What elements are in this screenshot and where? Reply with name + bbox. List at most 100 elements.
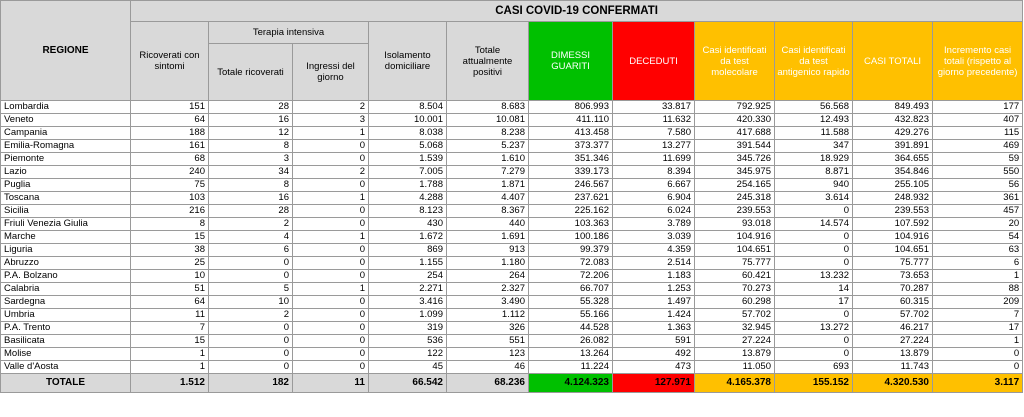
total-label: TOTALE bbox=[0, 373, 131, 393]
table-cell: 373.377 bbox=[528, 139, 613, 153]
table-cell: 104.916 bbox=[694, 230, 775, 244]
table-row: Sardegna 64 10 0 3.416 3.490 55.328 1.497 60.298… bbox=[0, 295, 1024, 309]
region-name-cell: P.A. Bolzano bbox=[0, 269, 131, 283]
table-cell: 1.155 bbox=[368, 256, 447, 270]
table-row: Emilia-Romagna 161 8 0 5.068 5.237 373.377 13.2… bbox=[0, 139, 1024, 153]
table-cell: 122 bbox=[368, 347, 447, 361]
terapia-intensiva-header: Terapia intensiva bbox=[208, 21, 369, 44]
table-cell: 413.458 bbox=[528, 126, 613, 140]
table-row: Basilicata 15 0 0 536 551 26.082 591 27.224 0 27.2… bbox=[0, 334, 1024, 348]
table-cell: 2 bbox=[208, 308, 293, 322]
table-cell: 806.993 bbox=[528, 100, 613, 114]
table-cell: 1.610 bbox=[446, 152, 529, 166]
table-cell: 1.112 bbox=[446, 308, 529, 322]
table-cell: 8.504 bbox=[368, 100, 447, 114]
table-cell: 1 bbox=[931, 334, 1024, 348]
table-cell: 361 bbox=[931, 191, 1024, 205]
table-cell: 0 bbox=[292, 204, 369, 218]
table-cell: 0 bbox=[292, 178, 369, 192]
table-cell: 51 bbox=[130, 282, 209, 296]
table-cell: 209 bbox=[931, 295, 1024, 309]
table-cell: 103.363 bbox=[528, 217, 613, 231]
table-cell: 3.789 bbox=[612, 217, 695, 231]
table-cell: 75.777 bbox=[852, 256, 933, 270]
table-cell: 13.272 bbox=[774, 321, 853, 335]
table-cell: 44.528 bbox=[528, 321, 613, 335]
table-cell: 1 bbox=[931, 269, 1024, 283]
table-cell: 5 bbox=[208, 282, 293, 296]
table-title: CASI COVID-19 CONFERMATI bbox=[129, 0, 1024, 22]
table-cell: 2.514 bbox=[612, 256, 695, 270]
table-cell: 93.018 bbox=[694, 217, 775, 231]
table-cell: 3 bbox=[292, 113, 369, 127]
table-cell: 248.932 bbox=[852, 191, 933, 205]
table-cell: 11 bbox=[130, 308, 209, 322]
table-cell: 364.655 bbox=[852, 152, 933, 166]
table-row: Umbria 11 2 0 1.099 1.112 55.166 1.424 57.702 0 57… bbox=[0, 308, 1024, 322]
table-cell: 13.879 bbox=[852, 347, 933, 361]
table-cell: 254.165 bbox=[694, 178, 775, 192]
table-cell: 1.672 bbox=[368, 230, 447, 244]
table-cell: 7.279 bbox=[446, 165, 529, 179]
table-cell: 1 bbox=[292, 191, 369, 205]
ingressi-header: Ingressi del giorno bbox=[292, 43, 369, 101]
table-cell: 5.237 bbox=[446, 139, 529, 153]
table-cell: 216 bbox=[130, 204, 209, 218]
region-name-cell: Liguria bbox=[0, 243, 131, 257]
table-cell: 28 bbox=[208, 204, 293, 218]
table-cell: 60.315 bbox=[852, 295, 933, 309]
antigenico-header: Casi identificati da test antigenico rap… bbox=[774, 21, 853, 101]
table-row: Puglia 75 8 0 1.788 1.871 246.567 6.667 254.165 9… bbox=[0, 178, 1024, 192]
table-cell: 55.328 bbox=[528, 295, 613, 309]
table-cell: 14 bbox=[774, 282, 853, 296]
region-name-cell: Puglia bbox=[0, 178, 131, 192]
table-cell: 1 bbox=[130, 347, 209, 361]
table-cell: 14.574 bbox=[774, 217, 853, 231]
total-cell: 68.236 bbox=[446, 373, 529, 393]
table-cell: 59 bbox=[931, 152, 1024, 166]
table-cell: 469 bbox=[931, 139, 1024, 153]
table-cell: 0 bbox=[208, 360, 293, 374]
table-cell: 591 bbox=[612, 334, 695, 348]
table-cell: 246.567 bbox=[528, 178, 613, 192]
isolamento-header: Isolamento domiciliare bbox=[368, 21, 447, 101]
table-cell: 0 bbox=[292, 295, 369, 309]
table-cell: 8 bbox=[130, 217, 209, 231]
region-name-cell: Emilia-Romagna bbox=[0, 139, 131, 153]
table-row: Toscana 103 16 1 4.288 4.407 237.621 6.904 245.3… bbox=[0, 191, 1024, 205]
table-cell: 0 bbox=[931, 360, 1024, 374]
table-cell: 0 bbox=[292, 256, 369, 270]
table-cell: 17 bbox=[774, 295, 853, 309]
table-cell: 12.493 bbox=[774, 113, 853, 127]
table-cell: 432.823 bbox=[852, 113, 933, 127]
table-cell: 0 bbox=[292, 321, 369, 335]
region-name-cell: Valle d'Aosta bbox=[0, 360, 131, 374]
table-row: Valle d'Aosta 1 0 0 45 46 11.224 473 11.050 693 11… bbox=[0, 360, 1024, 374]
region-name-cell: Toscana bbox=[0, 191, 131, 205]
region-name-cell: Sardegna bbox=[0, 295, 131, 309]
table-cell: 0 bbox=[208, 347, 293, 361]
table-cell: 0 bbox=[774, 334, 853, 348]
table-cell: 60.298 bbox=[694, 295, 775, 309]
table-cell: 1.099 bbox=[368, 308, 447, 322]
region-name-cell: Molise bbox=[0, 347, 131, 361]
table-cell: 4.359 bbox=[612, 243, 695, 257]
table-cell: 7.005 bbox=[368, 165, 447, 179]
table-cell: 1.183 bbox=[612, 269, 695, 283]
table-cell: 0 bbox=[292, 334, 369, 348]
total-cell: 155.152 bbox=[774, 373, 853, 393]
table-cell: 792.925 bbox=[694, 100, 775, 114]
table-cell: 536 bbox=[368, 334, 447, 348]
table-cell: 72.083 bbox=[528, 256, 613, 270]
table-cell: 1.363 bbox=[612, 321, 695, 335]
table-cell: 550 bbox=[931, 165, 1024, 179]
table-cell: 55.166 bbox=[528, 308, 613, 322]
table-cell: 15 bbox=[130, 334, 209, 348]
total-cell: 11 bbox=[292, 373, 369, 393]
table-cell: 407 bbox=[931, 113, 1024, 127]
table-cell: 0 bbox=[774, 308, 853, 322]
table-cell: 345.975 bbox=[694, 165, 775, 179]
table-cell: 430 bbox=[368, 217, 447, 231]
table-cell: 849.493 bbox=[852, 100, 933, 114]
